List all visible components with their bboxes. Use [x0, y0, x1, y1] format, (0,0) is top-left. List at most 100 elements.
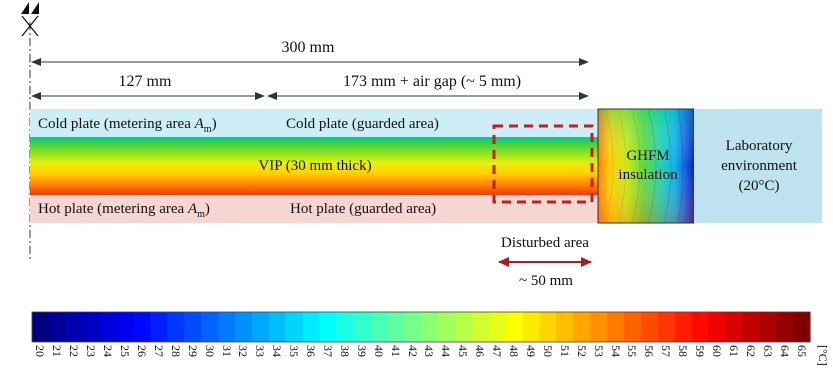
colorbar-tick-label: 37 [320, 345, 335, 357]
colorbar-swatch [573, 312, 591, 342]
colorbar-tick-label: 21 [50, 345, 65, 357]
colorbar-swatch [336, 312, 354, 342]
dim-127-label: 127 mm [118, 73, 172, 90]
colorbar-tick-label: 20 [33, 345, 48, 357]
colorbar-swatch [623, 312, 642, 342]
disturbed-width-label: ~ 50 mm [519, 273, 573, 289]
colorbar-swatch [590, 312, 608, 342]
colorbar-tick-label: 33 [253, 345, 268, 357]
colorbar-tick-label: 49 [523, 345, 538, 357]
colorbar-tick-label: 57 [659, 345, 674, 357]
colorbar-swatch [539, 312, 557, 342]
cold-plate-metering-label: Cold plate (metering area Am) [38, 116, 217, 135]
colorbar-tick-label: 50 [540, 345, 555, 357]
colorbar-tick-label: 24 [101, 345, 116, 357]
colorbar-tick-label: 61 [726, 345, 741, 357]
colorbar-tick-label: 38 [337, 345, 352, 357]
colorbar-swatch [167, 312, 185, 342]
colorbar-tick-label: 48 [507, 345, 522, 357]
disturbed-area-label: Disturbed area [501, 235, 589, 251]
colorbar-swatch [725, 312, 743, 342]
colorbar-tick-label: 23 [84, 345, 99, 357]
colorbar-swatch [421, 312, 439, 342]
colorbar-tick-label: 64 [777, 345, 792, 357]
hot-plate-metering-label: Hot plate (metering area Am) [38, 201, 210, 220]
lab-label-line1: Laboratory [725, 138, 793, 154]
colorbar-swatch [471, 312, 490, 342]
colorbar-swatch [640, 312, 659, 342]
colorbar-tick-label: 45 [456, 345, 471, 357]
ghfm-label-line1: GHFM [626, 148, 670, 164]
vip-label: VIP (30 mm thick) [258, 158, 372, 174]
cold-plate-guarded-label: Cold plate (guarded area) [286, 116, 439, 132]
colorbar-swatch [793, 312, 811, 342]
colorbar-tick-label: 28 [168, 345, 183, 357]
dim-300-label: 300 mm [281, 39, 335, 56]
hot-plate [30, 195, 600, 223]
colorbar-tick-label: 65 [794, 345, 809, 357]
colorbar-swatch [234, 312, 253, 342]
colorbar-swatch [674, 312, 693, 342]
colorbar-swatch [82, 312, 101, 342]
lab-label-line2: environment [721, 158, 797, 174]
colorbar-swatch [742, 312, 760, 342]
colorbar-tick-label: 29 [185, 345, 200, 357]
cold-plate [30, 109, 600, 137]
colorbar-tick-label: 62 [743, 345, 758, 357]
colorbar-tick-label: 44 [439, 345, 454, 357]
colorbar-tick-label: 32 [236, 345, 251, 357]
colorbar-tick-label: 39 [354, 345, 369, 357]
colorbar-swatch [133, 312, 151, 342]
colorbar-tick-label: 26 [134, 345, 149, 357]
colorbar-tick-label: 41 [388, 345, 403, 357]
colorbar-swatch [522, 312, 540, 342]
colorbar-tick-label: 58 [676, 345, 691, 357]
colorbar-swatch [319, 312, 338, 342]
colorbar-swatch [387, 312, 405, 342]
colorbar-tick-label: 34 [270, 345, 285, 357]
colorbar-swatch [201, 312, 219, 342]
colorbar-swatch [251, 312, 270, 342]
colorbar-swatch [556, 312, 574, 342]
colorbar-tick-label: 52 [574, 345, 589, 357]
colorbar [31, 311, 811, 343]
colorbar-swatch [759, 312, 777, 342]
colorbar-tick-label: 40 [371, 345, 386, 357]
dim-173-label: 173 mm + air gap (~ 5 mm) [342, 73, 522, 90]
ghfm-insulation [597, 108, 695, 224]
colorbar-tick-label: 56 [642, 345, 657, 357]
colorbar-swatch [437, 312, 456, 342]
colorbar-tick-label: 30 [202, 345, 217, 357]
colorbar-unit-label: [°C] [816, 345, 830, 366]
colorbar-swatch [285, 312, 304, 342]
colorbar-swatch [302, 312, 321, 342]
colorbar-swatch [776, 312, 794, 342]
colorbar-tick-label: 60 [709, 345, 724, 357]
colorbar-swatch [32, 312, 50, 342]
colorbar-swatch [150, 312, 168, 342]
colorbar-tick-label: 43 [422, 345, 437, 357]
disturbed-dashed-box [492, 124, 594, 204]
colorbar-swatch [607, 312, 625, 342]
colorbar-swatch [404, 312, 422, 342]
colorbar-swatch [268, 312, 287, 342]
colorbar-swatch [184, 312, 202, 342]
colorbar-swatch [691, 312, 710, 342]
colorbar-tick-label: 31 [219, 345, 234, 357]
colorbar-tick-label: 25 [118, 345, 133, 357]
colorbar-tick-label: 36 [304, 345, 319, 357]
colorbar-tick-label: 22 [67, 345, 82, 357]
colorbar-swatch [454, 312, 473, 342]
colorbar-tick-label: 27 [151, 345, 166, 357]
colorbar-swatch [218, 312, 236, 342]
vip-panel [30, 137, 600, 195]
colorbar-tick-label: 46 [473, 345, 488, 357]
colorbar-swatch [65, 312, 84, 342]
laboratory-environment [694, 109, 822, 223]
colorbar-swatch [488, 312, 507, 342]
ghfm-label-line2: insulation [618, 167, 678, 183]
colorbar-tick-label: 53 [591, 345, 606, 357]
colorbar-border [31, 311, 811, 343]
colorbar-tick-label: 42 [405, 345, 420, 357]
